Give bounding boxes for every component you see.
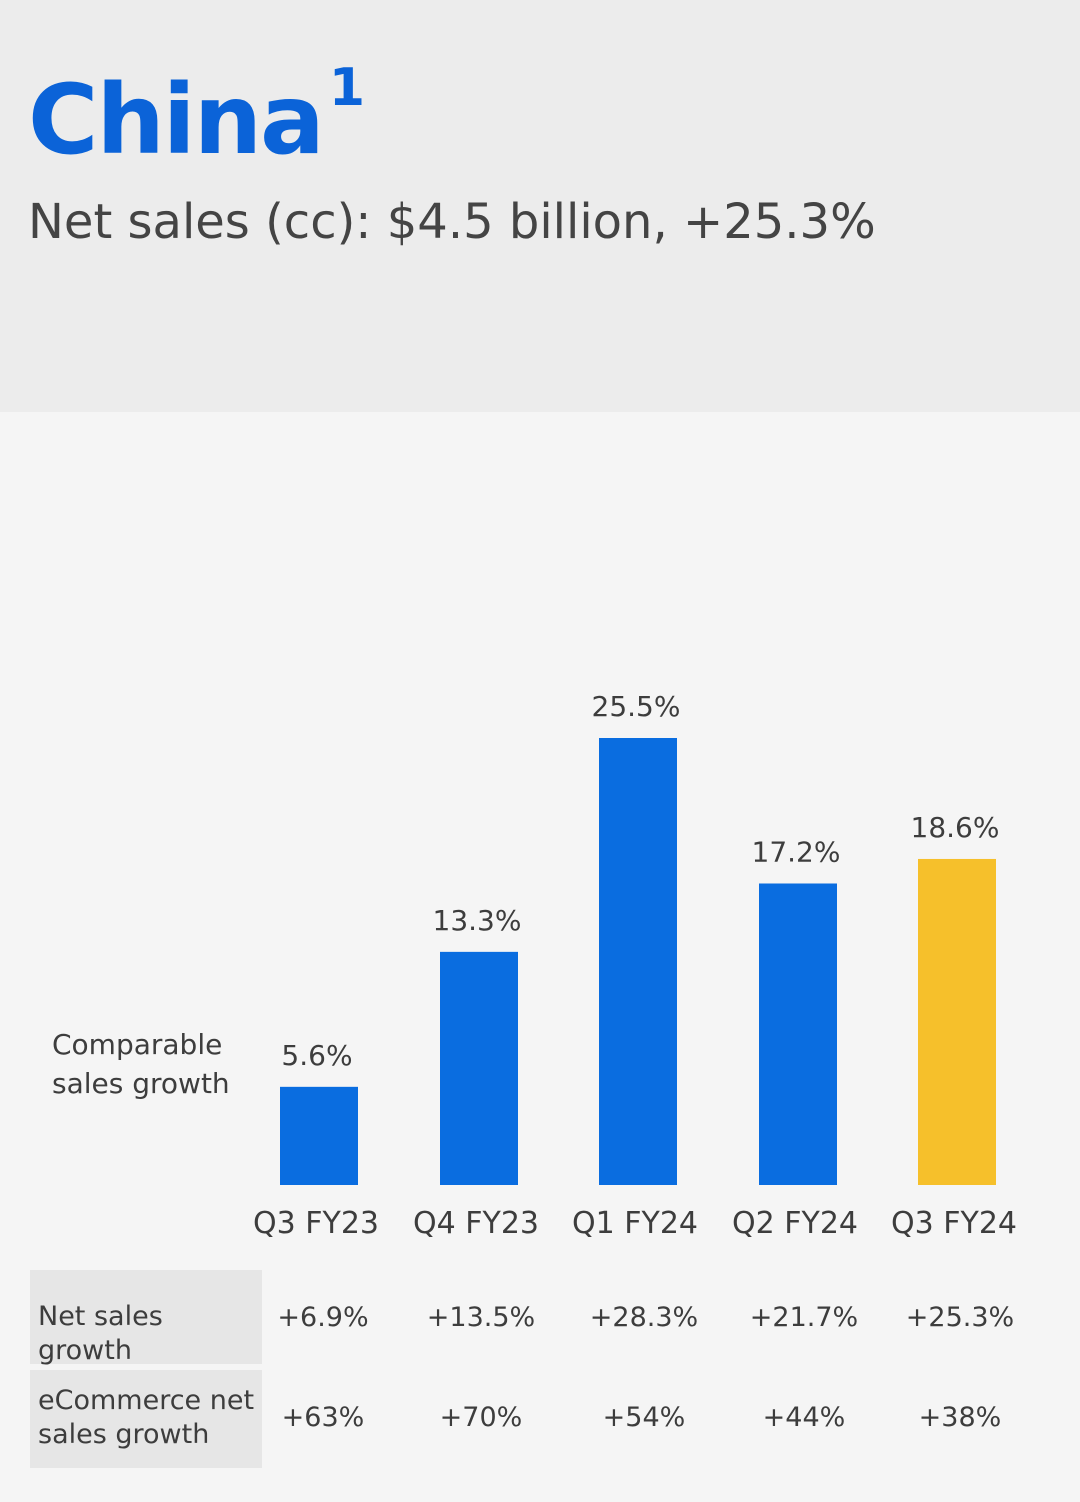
bar-q4-fy23 <box>440 952 518 1185</box>
bar-q2-fy24 <box>759 883 837 1185</box>
bar-value-label: 18.6% <box>911 811 1000 844</box>
bar-q1-fy24 <box>599 738 677 1185</box>
bar-value-label: 25.5% <box>592 690 681 723</box>
x-axis-labels: Q3 FY23 Q4 FY23 Q1 FY24 Q2 FY24 Q3 FY24 <box>253 1206 1017 1241</box>
ecommerce-growth-value: +44% <box>734 1402 874 1433</box>
series-label: Comparable sales growth <box>52 1028 230 1100</box>
net-sales-growth-value: +13.5% <box>411 1302 551 1333</box>
bar-value-label: 5.6% <box>281 1039 352 1072</box>
bar-q3-fy23 <box>280 1087 358 1185</box>
x-tick-label: Q2 FY24 <box>732 1206 858 1241</box>
net-sales-growth-value: +28.3% <box>574 1302 714 1333</box>
ecommerce-growth-value: +70% <box>411 1402 551 1433</box>
net-sales-growth-value: +25.3% <box>890 1302 1030 1333</box>
row-label-ecommerce-growth: eCommerce net sales growth <box>38 1384 258 1452</box>
x-tick-label: Q1 FY24 <box>572 1206 698 1241</box>
bar-value-label: 17.2% <box>752 835 841 868</box>
x-tick-label: Q3 FY24 <box>891 1206 1017 1241</box>
bar-q3-fy24 <box>918 859 996 1185</box>
net-sales-growth-value: +21.7% <box>734 1302 874 1333</box>
net-sales-growth-value: +6.9% <box>253 1302 393 1333</box>
bar-chart: Comparable sales growth 5.6% 13.3% 25.5% 17.… <box>0 0 1080 1260</box>
bars-group <box>280 738 996 1185</box>
row-label-net-sales-growth: Net sales growth <box>38 1300 258 1368</box>
ecommerce-growth-value: +63% <box>253 1402 393 1433</box>
bar-value-label: 13.3% <box>433 904 522 937</box>
series-label-line: Comparable <box>52 1028 222 1061</box>
series-label-line: sales growth <box>52 1067 230 1100</box>
x-tick-label: Q4 FY23 <box>413 1206 539 1241</box>
ecommerce-growth-value: +54% <box>574 1402 714 1433</box>
x-tick-label: Q3 FY23 <box>253 1206 379 1241</box>
ecommerce-growth-value: +38% <box>890 1402 1030 1433</box>
